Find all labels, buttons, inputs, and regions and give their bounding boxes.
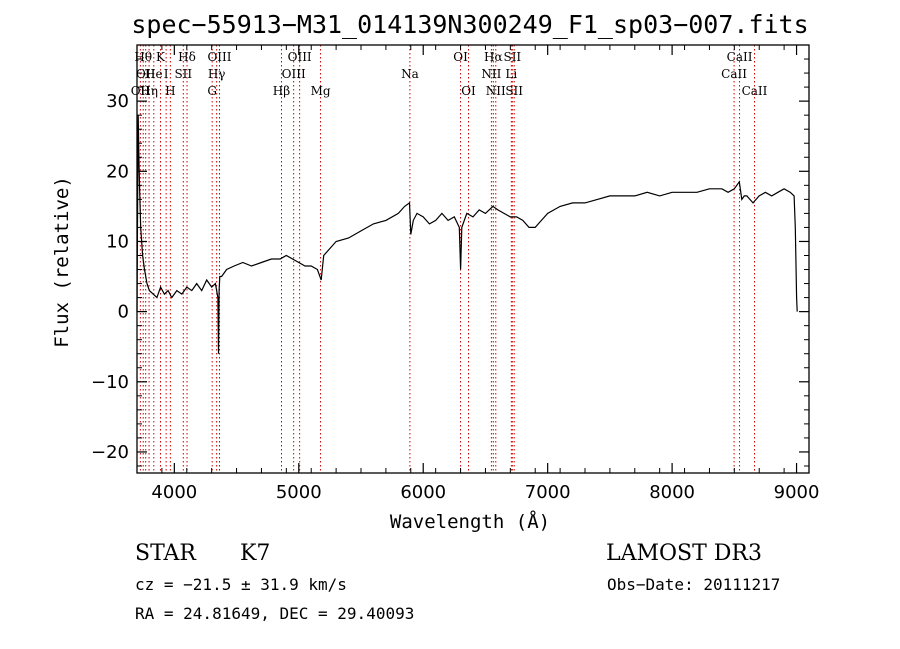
line-label-1: Hθ <box>134 50 152 64</box>
coordinates-info: RA = 24.81649, DEC = 29.40093 <box>135 604 414 623</box>
line-label-0: OII <box>131 84 151 98</box>
line-label-15: OIII <box>288 50 312 64</box>
y-axis-ticks: −20 −10 0 10 20 30 <box>91 58 809 467</box>
x-axis-label: Wavelength (Å) <box>390 510 550 533</box>
line-label-19: OI <box>461 84 476 98</box>
line-label-3: Hη <box>140 84 158 98</box>
y-tick-label-1: −10 <box>91 372 129 393</box>
line-label-4: He <box>145 67 163 81</box>
x-tick-label-0: 4000 <box>151 482 197 503</box>
line-label-16: Mg <box>311 84 331 98</box>
x-tick-label-3: 7000 <box>525 482 571 503</box>
line-label-9: Hδ <box>178 50 196 64</box>
line-label-23: Li <box>505 67 517 81</box>
line-label-6: I <box>164 67 169 81</box>
y-tick-label-2: 0 <box>118 302 129 323</box>
x-tick-label-1: 5000 <box>276 482 322 503</box>
line-label-28: CaII <box>742 84 768 98</box>
observation-date: Obs−Date: 20111217 <box>607 575 780 594</box>
y-tick-label-0: −20 <box>91 442 129 463</box>
line-label-13: Hβ <box>273 84 290 98</box>
line-label-14: OIII <box>282 67 306 81</box>
line-label-21: Hα <box>484 50 503 64</box>
x-tick-label-4: 8000 <box>649 482 695 503</box>
line-label-25: SII <box>505 84 523 98</box>
object-class: STAR <box>135 541 197 566</box>
plot-frame <box>136 44 810 474</box>
y-tick-label-5: 30 <box>106 91 129 112</box>
chart-title: spec−55913−M31_014139N300249_F1_sp03−007… <box>131 10 808 39</box>
line-label-10: Hγ <box>208 67 226 81</box>
survey-name: LAMOST DR3 <box>606 541 762 566</box>
y-tick-label-4: 20 <box>106 161 129 182</box>
y-tick-label-3: 10 <box>106 231 129 252</box>
line-label-17: Na <box>401 67 419 81</box>
line-label-11: OIII <box>207 50 231 64</box>
line-label-24: SII <box>503 50 521 64</box>
line-label-7: H <box>165 84 175 98</box>
line-label-5: K <box>156 50 166 64</box>
line-label-12: G <box>207 84 217 98</box>
line-label-26: CaII <box>721 67 747 81</box>
line-label-22: NII <box>486 84 506 98</box>
line-label-2: OII <box>136 67 156 81</box>
y-axis-label: Flux (relative) <box>51 176 73 348</box>
spectral-line-markers <box>139 45 755 473</box>
x-tick-label-2: 6000 <box>400 482 446 503</box>
line-label-18: OI <box>453 50 468 64</box>
redshift-info: cz = −21.5 ± 31.9 km/s <box>135 575 347 594</box>
spectrum-line <box>136 115 798 354</box>
line-label-20: NII <box>481 67 501 81</box>
line-label-27: CaII <box>727 50 753 64</box>
x-tick-label-5: 9000 <box>774 482 820 503</box>
object-subclass: K7 <box>240 541 270 566</box>
line-label-8: SII <box>174 67 192 81</box>
x-axis-ticks: 4000 5000 6000 7000 8000 9000 <box>136 45 820 503</box>
